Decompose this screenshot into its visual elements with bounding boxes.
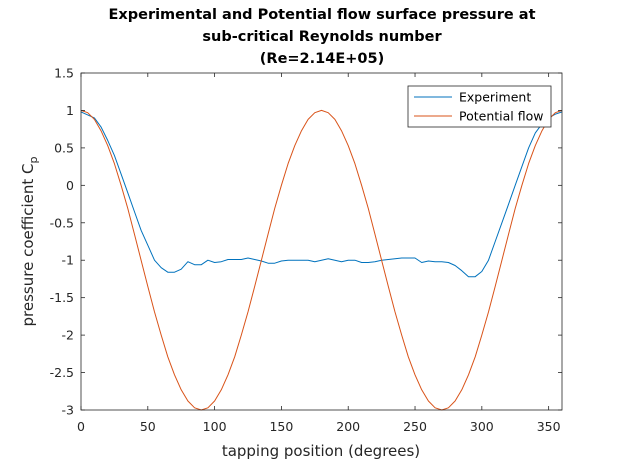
legend: Experiment Potential flow: [407, 85, 552, 128]
x-tick-label: 200: [336, 419, 360, 434]
y-axis-label: pressure coefficient Cp: [19, 156, 40, 326]
x-axis-label: tapping position (degrees): [222, 442, 420, 460]
x-axis-ticks: 0 50 100 150 200 250 300 350: [77, 73, 561, 434]
plot-area: [81, 73, 562, 410]
y-tick-label: 0.5: [54, 140, 74, 155]
y-tick-label: 0: [66, 178, 74, 193]
y-tick-label: 1.5: [54, 66, 74, 81]
y-axis-ticks: 1.5 1 0.5 0 -0.5 -1 -1.5 -2 -2.5 -3: [50, 66, 562, 418]
legend-label-experiment: Experiment: [459, 90, 531, 105]
x-tick-label: 250: [403, 419, 427, 434]
y-tick-label: -0.5: [50, 215, 74, 230]
series-line-potential-flow: [80, 109, 563, 411]
x-tick-label: 100: [203, 419, 227, 434]
series-line-experiment: [80, 111, 563, 278]
x-tick-label: 50: [140, 419, 156, 434]
x-tick-label: 350: [537, 419, 561, 434]
series-layer: [80, 109, 563, 411]
y-axis-label-subscript: p: [27, 156, 40, 163]
x-tick-label: 0: [77, 419, 85, 434]
chart-title-line-1: Experimental and Potential flow surface …: [108, 7, 535, 23]
y-axis-label-main: pressure coefficient C: [19, 163, 37, 326]
x-tick-label: 300: [470, 419, 494, 434]
y-tick-label: -2: [62, 328, 74, 343]
y-tick-label: -1.5: [50, 290, 74, 305]
legend-box: [407, 85, 552, 128]
legend-label-potential-flow: Potential flow: [459, 109, 543, 124]
y-tick-label: -2.5: [50, 365, 74, 380]
chart-title-line-3: (Re=2.14E+05): [260, 51, 384, 67]
axes-frame: [80, 72, 563, 411]
y-tick-label: 1: [66, 103, 74, 118]
y-tick-label: -1: [62, 253, 74, 268]
x-tick-label: 150: [269, 419, 293, 434]
chart-title-line-2: sub-critical Reynolds number: [202, 29, 442, 45]
y-tick-label: -3: [62, 403, 74, 418]
